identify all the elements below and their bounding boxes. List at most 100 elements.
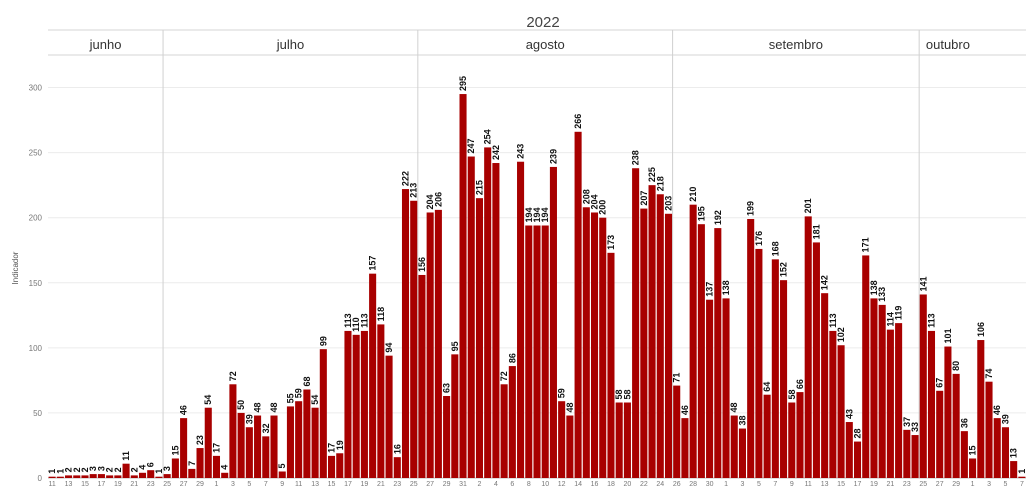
bar bbox=[492, 163, 500, 478]
bar bbox=[878, 304, 886, 478]
bar bbox=[853, 441, 862, 478]
bar bbox=[862, 255, 870, 478]
bar bbox=[451, 354, 459, 478]
bar bbox=[722, 298, 730, 478]
x-tick-label: 5 bbox=[757, 481, 761, 487]
data-label: 1 bbox=[55, 469, 65, 474]
data-label: 1 bbox=[154, 469, 164, 474]
bar bbox=[697, 224, 705, 478]
bar bbox=[944, 346, 952, 478]
month-header: junho julho agosto setembro outubro bbox=[48, 29, 1026, 478]
bar bbox=[911, 435, 919, 478]
bar bbox=[566, 415, 574, 478]
data-label: 55 bbox=[285, 393, 295, 403]
data-label: 192 bbox=[713, 210, 723, 225]
y-tick-label: 150 bbox=[29, 279, 43, 288]
data-label: 19 bbox=[335, 440, 345, 450]
data-label: 157 bbox=[368, 256, 378, 271]
month-label-junho: junho bbox=[89, 37, 122, 52]
bar bbox=[738, 428, 746, 478]
bar bbox=[1018, 476, 1026, 478]
data-label: 99 bbox=[318, 336, 328, 346]
x-tick-label: 23 bbox=[147, 481, 155, 487]
bar bbox=[188, 468, 196, 478]
month-label-outubro: outubro bbox=[926, 37, 970, 52]
y-tick-label: 50 bbox=[33, 409, 42, 418]
bar bbox=[270, 415, 278, 478]
data-label: 2 bbox=[64, 467, 74, 472]
data-label: 204 bbox=[590, 194, 600, 209]
bar bbox=[640, 208, 648, 478]
x-tick-label: 1 bbox=[724, 481, 728, 487]
data-label: 247 bbox=[466, 138, 476, 153]
bar bbox=[147, 470, 155, 478]
data-label: 37 bbox=[902, 417, 912, 427]
data-label: 94 bbox=[384, 343, 394, 353]
bar bbox=[508, 366, 516, 478]
bar bbox=[221, 472, 229, 478]
y-tick-label: 300 bbox=[29, 84, 43, 93]
bar bbox=[755, 248, 763, 478]
bar bbox=[706, 299, 714, 478]
data-label: 215 bbox=[474, 180, 484, 195]
x-tick-label: 30 bbox=[706, 481, 714, 487]
data-label: 171 bbox=[861, 237, 871, 252]
month-label-agosto: agosto bbox=[526, 37, 565, 52]
bar bbox=[648, 185, 656, 478]
x-tick-label: 25 bbox=[163, 481, 171, 487]
bar bbox=[328, 455, 336, 478]
data-label: 59 bbox=[557, 388, 567, 398]
bar bbox=[788, 402, 796, 478]
data-label: 1 bbox=[47, 469, 57, 474]
x-tick-label: 28 bbox=[689, 481, 697, 487]
x-tick-label: 9 bbox=[280, 481, 284, 487]
data-label: 72 bbox=[228, 371, 238, 381]
data-label: 119 bbox=[894, 306, 904, 321]
data-label: 13 bbox=[1009, 448, 1019, 458]
data-label: 68 bbox=[302, 376, 312, 386]
bar bbox=[97, 474, 105, 478]
x-tick-label: 19 bbox=[361, 481, 369, 487]
data-label: 207 bbox=[639, 191, 649, 206]
x-tick-label: 25 bbox=[919, 481, 927, 487]
data-label: 118 bbox=[376, 307, 386, 322]
data-label: 2 bbox=[113, 467, 123, 472]
bar bbox=[582, 207, 590, 478]
data-label: 113 bbox=[343, 313, 353, 328]
data-label: 86 bbox=[507, 353, 517, 363]
data-label: 39 bbox=[244, 414, 254, 424]
data-label: 3 bbox=[96, 466, 106, 471]
bar bbox=[673, 385, 681, 478]
data-label: 200 bbox=[598, 200, 608, 215]
x-tick-label: 22 bbox=[640, 481, 648, 487]
data-label: 152 bbox=[779, 262, 789, 277]
data-label: 138 bbox=[721, 280, 731, 295]
data-label: 58 bbox=[622, 389, 632, 399]
x-tick-label: 19 bbox=[870, 481, 878, 487]
data-label: 113 bbox=[828, 313, 838, 328]
bar bbox=[1001, 427, 1009, 478]
x-tick-label: 16 bbox=[591, 481, 599, 487]
x-tick-label: 29 bbox=[196, 481, 204, 487]
bar bbox=[821, 293, 829, 478]
bar bbox=[541, 225, 549, 478]
bar bbox=[319, 349, 327, 478]
data-label: 266 bbox=[573, 114, 583, 129]
data-label: 28 bbox=[853, 429, 863, 439]
bar bbox=[689, 204, 697, 478]
bar bbox=[262, 436, 270, 478]
bar bbox=[180, 418, 188, 478]
x-tick-label: 13 bbox=[65, 481, 73, 487]
data-label: 17 bbox=[327, 443, 337, 453]
bar bbox=[558, 401, 566, 478]
data-label: 4 bbox=[220, 465, 230, 470]
bar bbox=[377, 324, 385, 478]
y-tick-label: 100 bbox=[29, 344, 43, 353]
data-label: 142 bbox=[820, 275, 830, 290]
data-label: 222 bbox=[401, 171, 411, 186]
bar bbox=[1010, 461, 1018, 478]
data-label: 137 bbox=[705, 282, 715, 297]
x-tick-label: 3 bbox=[987, 481, 991, 487]
x-tick-label: 27 bbox=[936, 481, 944, 487]
bar bbox=[81, 475, 89, 478]
